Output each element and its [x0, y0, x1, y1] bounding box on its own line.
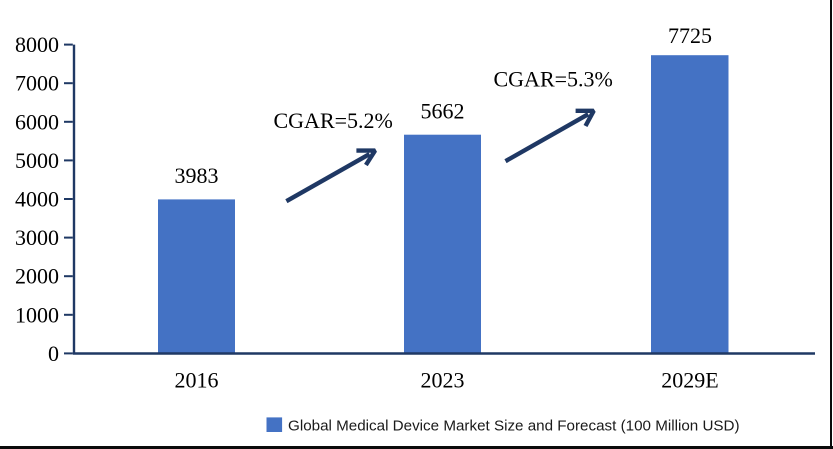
svg-text:8000: 8000 — [15, 32, 59, 57]
svg-text:2016: 2016 — [175, 368, 219, 393]
svg-text:4000: 4000 — [15, 187, 59, 212]
svg-text:CGAR=5.2%: CGAR=5.2% — [274, 108, 393, 133]
svg-text:6000: 6000 — [15, 109, 59, 134]
svg-text:5662: 5662 — [421, 99, 465, 124]
svg-text:0: 0 — [48, 341, 59, 366]
svg-text:2029E: 2029E — [661, 368, 718, 393]
svg-text:3000: 3000 — [15, 225, 59, 250]
svg-text:7725: 7725 — [668, 23, 712, 48]
svg-text:CGAR=5.3%: CGAR=5.3% — [494, 67, 613, 92]
svg-text:3983: 3983 — [175, 163, 219, 188]
svg-text:7000: 7000 — [15, 71, 59, 96]
svg-text:5000: 5000 — [15, 148, 59, 173]
svg-text:2000: 2000 — [15, 264, 59, 289]
svg-text:Global Medical Device Market S: Global Medical Device Market Size and Fo… — [288, 417, 740, 434]
svg-text:1000: 1000 — [15, 302, 59, 327]
svg-text:2023: 2023 — [421, 368, 465, 393]
